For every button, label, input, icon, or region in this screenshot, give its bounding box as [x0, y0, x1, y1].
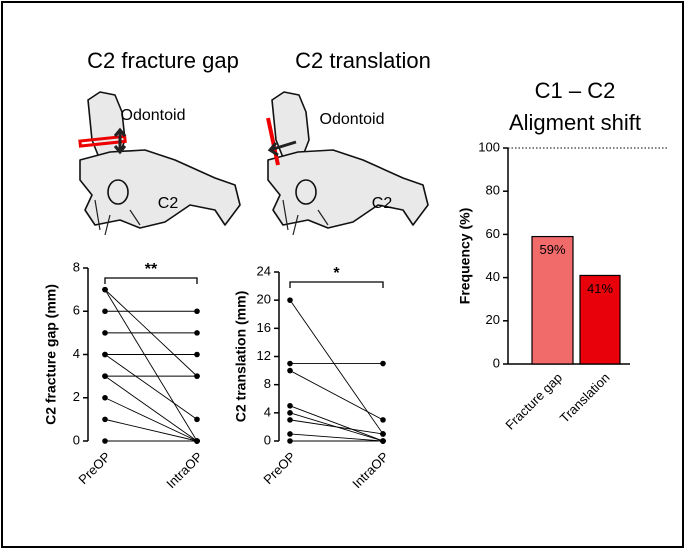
- point: [102, 351, 108, 358]
- point: [287, 402, 293, 409]
- point: [194, 330, 200, 336]
- x-tick-label: IntraOP: [163, 449, 205, 491]
- point: [380, 438, 386, 444]
- y-tick-label: 20: [257, 292, 271, 307]
- pair-line: [289, 419, 384, 435]
- y-tick-label: 0: [493, 355, 500, 370]
- x-tick-label: PreOP: [260, 449, 298, 487]
- y-axis-label: Frequency (%): [457, 208, 473, 304]
- point: [102, 416, 108, 423]
- significance-bracket: [104, 277, 198, 284]
- illustration-label: C2: [158, 195, 179, 212]
- y-tick-label: 20: [486, 312, 500, 327]
- y-tick-label: 40: [486, 269, 500, 284]
- paired-lines: [287, 297, 386, 444]
- y-tick-label: 0: [73, 432, 80, 447]
- y-tick-label: 0: [264, 432, 271, 447]
- illustration-translation: [266, 91, 429, 236]
- point: [102, 394, 108, 401]
- pair-line: [104, 354, 198, 420]
- point: [287, 410, 293, 416]
- value-label: 59%: [539, 242, 565, 257]
- bar: [579, 274, 621, 365]
- point: [380, 431, 386, 437]
- pair-line: [289, 433, 384, 442]
- point: [194, 438, 200, 444]
- y-tick-label: 6: [73, 303, 80, 318]
- x-tick-label: PreOP: [75, 449, 113, 487]
- significance: *: [333, 265, 340, 282]
- point: [287, 431, 293, 437]
- significance: **: [145, 261, 158, 278]
- illustration-label: C2: [372, 195, 393, 212]
- chart-title: C1 – C2: [535, 78, 616, 103]
- chart-title: C2 translation: [295, 48, 431, 73]
- point: [102, 330, 108, 336]
- chart-title: Aligment shift: [509, 110, 641, 135]
- x-tick-label: Translation: [557, 370, 613, 426]
- y-tick-label: 2: [73, 389, 80, 404]
- y-tick-label: 80: [486, 183, 500, 198]
- point: [287, 367, 293, 374]
- y-tick-label: 12: [257, 348, 271, 363]
- pair-line: [289, 299, 384, 435]
- point: [287, 417, 293, 423]
- point: [194, 416, 200, 423]
- chart-title: C2 fracture gap: [87, 48, 239, 73]
- y-tick-label: 24: [257, 263, 271, 278]
- pair-line: [104, 289, 198, 442]
- point: [194, 373, 200, 379]
- pair-line: [289, 370, 384, 421]
- x-tick-label: Fracture gap: [502, 370, 565, 433]
- bar: [531, 235, 574, 365]
- point: [287, 438, 293, 444]
- significance-bracket: [289, 281, 384, 288]
- y-tick-label: 100: [478, 139, 500, 154]
- illustration-label: Odontoid: [320, 111, 385, 128]
- point: [380, 360, 386, 367]
- point: [102, 286, 108, 293]
- pair-line: [104, 418, 198, 442]
- y-tick-label: 4: [264, 404, 271, 419]
- point: [287, 360, 293, 367]
- pair-line: [104, 397, 198, 442]
- point: [287, 297, 293, 303]
- y-tick-label: 8: [73, 259, 80, 274]
- pair-line: [289, 405, 384, 442]
- pair-line: [104, 375, 198, 442]
- value-label: 41%: [587, 281, 613, 296]
- y-tick-label: 4: [73, 346, 80, 361]
- point: [102, 373, 108, 379]
- point: [380, 417, 386, 423]
- y-axis-label: C2 translation (mm): [233, 291, 249, 422]
- illustration-fracture-gap: [78, 91, 241, 236]
- illustration-label: Odontoid: [121, 107, 186, 124]
- point: [102, 308, 108, 315]
- point: [102, 438, 108, 444]
- y-tick-label: 8: [264, 376, 271, 391]
- y-axis-label: C2 fracture gap (mm): [43, 284, 59, 425]
- x-tick-label: IntraOP: [349, 449, 391, 491]
- y-tick-label: 60: [486, 226, 500, 241]
- y-tick-label: 16: [257, 320, 271, 335]
- paired-lines: [102, 286, 200, 444]
- point: [194, 308, 200, 315]
- point: [194, 351, 200, 358]
